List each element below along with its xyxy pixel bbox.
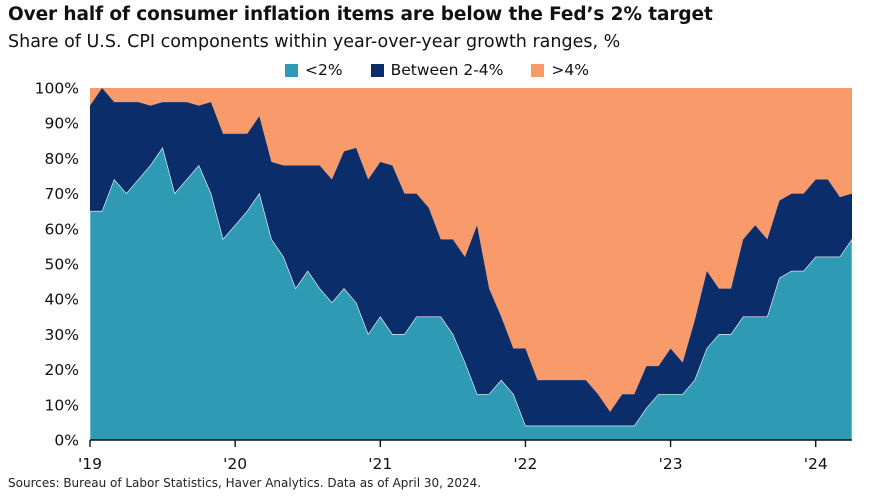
legend-swatch-above-4: [531, 63, 545, 77]
area-between-2-4: [90, 88, 852, 426]
y-tick-label: 0%: [54, 432, 79, 450]
x-tick-label: '21: [368, 455, 392, 473]
x-tick-label: '23: [659, 455, 683, 473]
x-tick-label: '22: [513, 455, 537, 473]
legend-label-below-2: <2%: [305, 61, 343, 79]
y-tick-label: 40%: [45, 291, 79, 309]
legend-swatch-below-2: [285, 63, 299, 77]
y-tick-label: 20%: [45, 361, 79, 379]
x-tick-label: '19: [78, 455, 102, 473]
legend-item-above-4: >4%: [531, 61, 589, 79]
y-tick-label: 80%: [45, 150, 79, 168]
legend-item-below-2: <2%: [285, 61, 343, 79]
y-tick-label: 30%: [45, 326, 79, 344]
y-tick-label: 10%: [45, 396, 79, 414]
x-tick-label: '20: [223, 455, 247, 473]
y-tick-label: 60%: [45, 220, 79, 238]
legend-item-between-2-4: Between 2-4%: [370, 61, 504, 79]
x-tick-label: '24: [804, 455, 828, 473]
chart-legend: <2% Between 2-4% >4%: [0, 61, 874, 79]
y-tick-label: 70%: [45, 185, 79, 203]
y-tick-label: 50%: [45, 256, 79, 274]
legend-label-above-4: >4%: [551, 61, 589, 79]
y-tick-label: 100%: [35, 80, 79, 98]
legend-swatch-between-2-4: [370, 63, 384, 77]
y-tick-label: 90%: [45, 115, 79, 133]
area-above-4: [90, 88, 852, 412]
legend-label-between-2-4: Between 2-4%: [390, 61, 504, 79]
source-note: Sources: Bureau of Labor Statistics, Hav…: [8, 476, 482, 490]
chart-title: Over half of consumer inflation items ar…: [8, 4, 713, 25]
chart-subtitle: Share of U.S. CPI components within year…: [8, 32, 621, 52]
